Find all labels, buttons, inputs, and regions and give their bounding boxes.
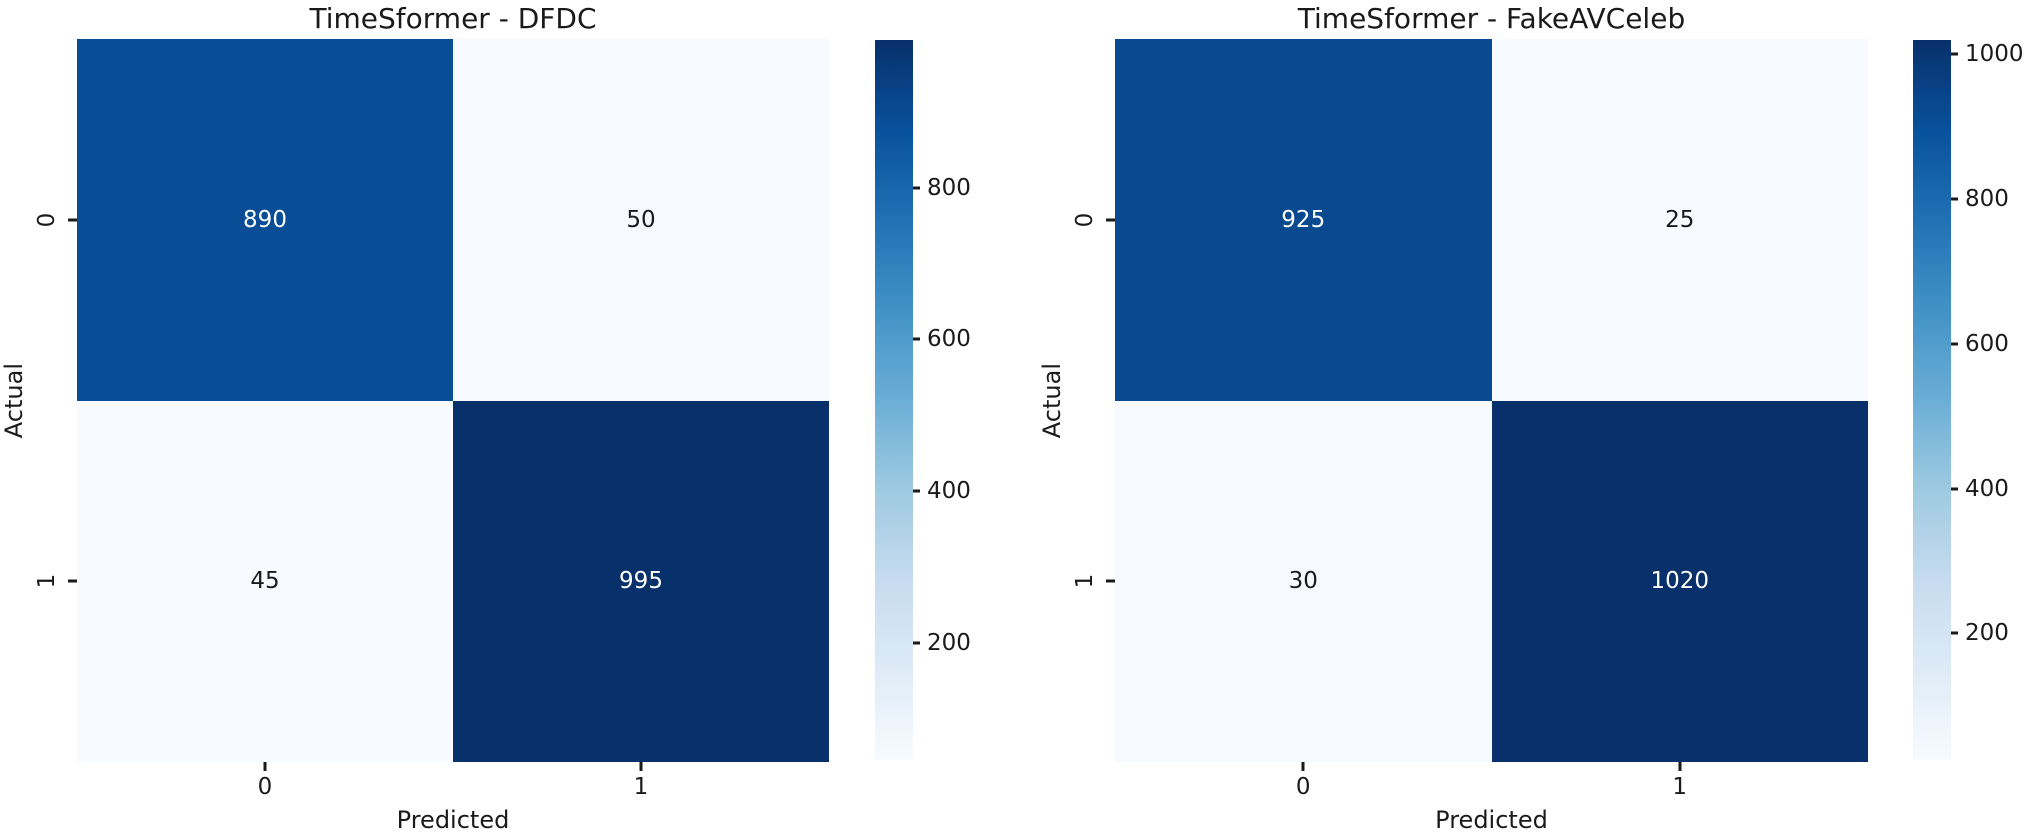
colorbar: 800 600 400 200 — [875, 40, 971, 760]
colorbar-tick-mark — [913, 641, 920, 645]
x-tick-label: 0 — [1295, 774, 1311, 800]
colorbar-tick-label: 200 — [1965, 620, 2009, 647]
colorbar-tick-mark — [913, 489, 920, 493]
heatmap-cell-r0c0: 890 — [77, 39, 453, 401]
x-tick-marks — [1115, 762, 1868, 772]
x-tick-mark — [639, 762, 643, 771]
chart-title: TimeSformer - DFDC — [309, 2, 597, 35]
heatmap-cell-r0c1: 50 — [453, 39, 829, 401]
y-tick-label-text: 1 — [1072, 573, 1098, 589]
heatmap-cell-r1c0: 30 — [1115, 400, 1492, 762]
cell-value: 45 — [250, 568, 280, 595]
heatmap-grid: 890 50 45 995 — [77, 39, 829, 762]
y-tick-label: 1 — [1072, 574, 1098, 589]
colorbar-tick-label: 800 — [927, 174, 971, 201]
cell-value: 30 — [1288, 568, 1318, 595]
x-tick-mark — [1301, 762, 1305, 771]
heatmap-fakeavceleb: 925 25 30 1020 — [1115, 39, 1868, 762]
colorbar-tick-mark — [913, 186, 920, 190]
heatmap-cell-r0c0: 925 — [1115, 39, 1492, 401]
y-axis-label: Actual — [1038, 39, 1066, 762]
cell-value: 890 — [243, 206, 287, 233]
x-tick-label: 1 — [1672, 774, 1688, 800]
colorbar-tick-label: 200 — [927, 629, 971, 656]
heatmap-cell-r0c1: 25 — [1491, 39, 1868, 401]
x-axis-label: Predicted — [396, 806, 510, 834]
colorbar-tick-label: 400 — [1965, 475, 2009, 502]
x-tick-marks — [77, 762, 829, 772]
x-tick-label: 0 — [257, 774, 273, 800]
heatmap-cell-r1c0: 45 — [77, 400, 453, 762]
cell-value: 995 — [619, 568, 663, 595]
colorbar-tick-mark — [913, 337, 920, 341]
y-tick-mark — [68, 579, 77, 583]
colorbar-tick-mark — [1951, 487, 1958, 491]
colorbar-gradient — [875, 40, 913, 760]
colorbar-tick-label: 1000 — [1965, 41, 2024, 68]
cell-value: 25 — [1665, 206, 1695, 233]
y-tick-mark — [1106, 218, 1115, 222]
colorbar-tick-mark — [1951, 631, 1958, 635]
x-tick-mark — [1678, 762, 1682, 771]
colorbar-tick-mark — [1951, 52, 1958, 56]
colorbar-tick-mark — [1951, 197, 1958, 201]
heatmap-grid: 925 25 30 1020 — [1115, 39, 1868, 762]
y-tick-marks — [1105, 39, 1115, 762]
cell-value: 1020 — [1650, 568, 1710, 595]
x-tick-mark — [263, 762, 267, 771]
colorbar-tick-label: 400 — [927, 477, 971, 504]
chart-title: TimeSformer - FakeAVCeleb — [1297, 2, 1686, 35]
colorbar-gradient — [1913, 40, 1951, 760]
cell-value: 925 — [1281, 206, 1326, 233]
y-tick-label-text: 0 — [1072, 212, 1098, 228]
y-tick-mark — [1106, 579, 1115, 583]
heatmap-cell-r1c1: 1020 — [1491, 400, 1868, 762]
y-axis-label-text: Actual — [1038, 362, 1066, 439]
cell-value: 50 — [626, 206, 656, 233]
colorbar-tick-label: 600 — [927, 326, 971, 353]
heatmap-cell-r1c1: 995 — [453, 400, 829, 762]
heatmap-dfdc: 890 50 45 995 — [77, 39, 829, 762]
x-tick-label: 1 — [633, 774, 649, 800]
colorbar-tick-label: 600 — [1965, 330, 2009, 357]
x-axis-label: Predicted — [1435, 806, 1548, 834]
y-tick-marks — [67, 39, 77, 762]
colorbar: 1000 800 600 400 200 — [1913, 40, 2024, 760]
y-tick-mark — [68, 218, 77, 222]
colorbar-tick-label: 800 — [1965, 186, 2009, 213]
y-tick-label: 0 — [1072, 212, 1098, 227]
colorbar-tick-mark — [1951, 342, 1958, 346]
